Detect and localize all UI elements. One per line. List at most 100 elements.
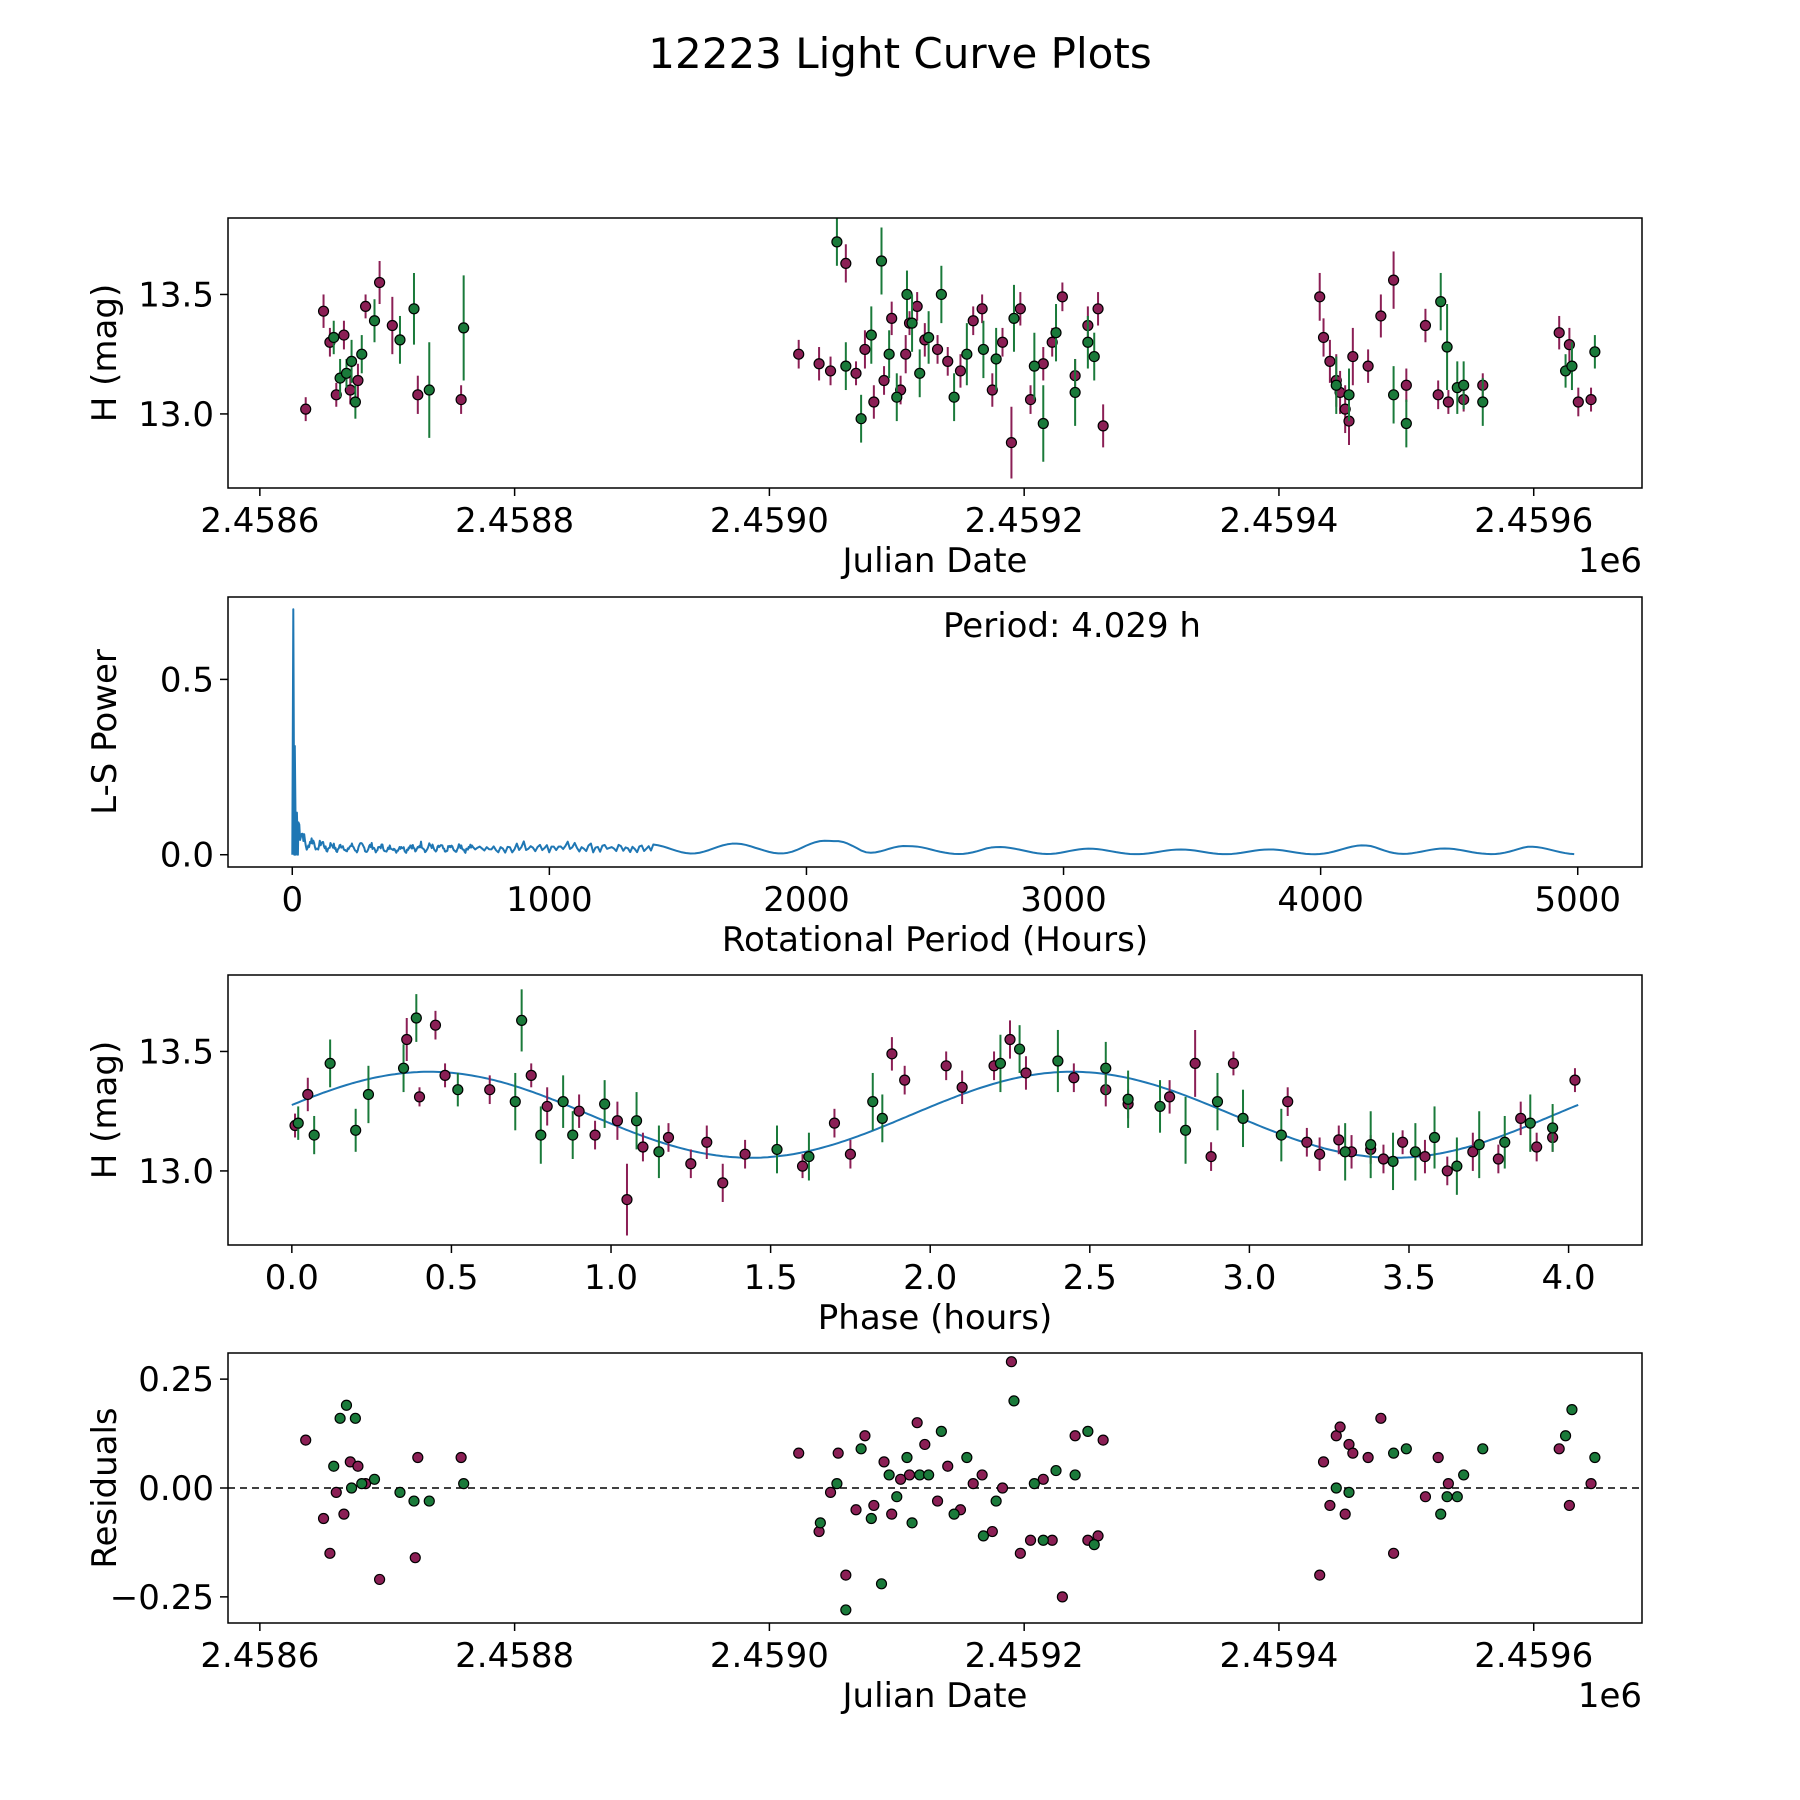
phase_fold-series-filter-B xyxy=(292,989,1559,1195)
data-point xyxy=(1515,1112,1527,1124)
data-point xyxy=(611,1115,624,1127)
data-point xyxy=(1069,1430,1081,1442)
residuals-axes-frame xyxy=(227,1352,1643,1624)
data-point xyxy=(942,355,954,367)
data-point xyxy=(1442,1478,1454,1490)
data-point xyxy=(891,391,903,403)
data-point xyxy=(919,1438,931,1451)
data-point xyxy=(883,348,895,360)
data-point xyxy=(368,1473,381,1485)
data-point xyxy=(330,389,342,401)
data-point xyxy=(977,1530,990,1542)
data-point xyxy=(954,365,967,377)
phase_fold-xtick-label: 1.5 xyxy=(744,1258,798,1298)
data-point xyxy=(931,1495,944,1507)
data-point xyxy=(557,1096,569,1108)
data-point xyxy=(302,1088,314,1101)
residuals-y-axis-label: Residuals xyxy=(85,1407,125,1568)
phase_fold-xtick-label: 0.0 xyxy=(265,1258,319,1298)
data-point xyxy=(439,1069,451,1081)
periodogram-y-axis-label: L-S Power xyxy=(85,649,125,815)
phase_fold-axes-frame xyxy=(227,974,1643,1246)
data-point xyxy=(961,1451,973,1464)
data-point xyxy=(1566,1404,1578,1416)
data-point xyxy=(961,348,973,360)
periodogram-line xyxy=(291,608,1575,856)
data-point xyxy=(967,315,979,327)
residuals-plot-area xyxy=(228,1356,1642,1616)
data-point xyxy=(567,1129,579,1141)
data-point xyxy=(362,1088,375,1101)
data-point xyxy=(1088,350,1100,363)
data-point xyxy=(345,1482,358,1494)
data-point xyxy=(1005,437,1018,449)
data-point xyxy=(1553,327,1565,339)
data-point xyxy=(1400,379,1412,391)
data-point xyxy=(1275,1129,1287,1141)
data-point xyxy=(977,343,990,356)
residuals-xtick-label: 2.4594 xyxy=(1219,1636,1338,1676)
data-point xyxy=(1409,1146,1421,1158)
data-point xyxy=(394,1486,406,1498)
data-point xyxy=(308,1129,320,1141)
data-point xyxy=(900,348,912,360)
data-point xyxy=(340,1399,353,1411)
data-point xyxy=(1524,1117,1536,1129)
data-point xyxy=(828,1117,841,1129)
data-point xyxy=(886,1508,898,1520)
data-point xyxy=(1056,291,1068,303)
data-point xyxy=(662,1131,675,1144)
data-point xyxy=(1347,350,1359,363)
data-point xyxy=(1553,1443,1565,1455)
phase_fold-xtick-label: 2.5 xyxy=(1063,1258,1117,1298)
data-point xyxy=(324,1547,336,1559)
period-annotation: Period: 4.029 h xyxy=(943,606,1201,646)
data-point xyxy=(458,1478,470,1490)
residuals-ytick-label: 0.25 xyxy=(138,1360,214,1400)
data-point xyxy=(906,1517,918,1529)
data-point xyxy=(831,236,843,248)
phase_fold-xtick-label: 2.0 xyxy=(903,1258,957,1298)
data-point xyxy=(1387,1547,1400,1559)
data-point xyxy=(840,360,852,372)
data-point xyxy=(771,1143,783,1156)
data-point xyxy=(1164,1091,1176,1103)
data-point xyxy=(408,303,420,315)
data-point xyxy=(1330,1482,1342,1494)
data-point xyxy=(899,1074,911,1086)
data-point xyxy=(1082,336,1094,348)
data-point xyxy=(796,1160,809,1172)
data-point xyxy=(850,367,862,379)
data-point xyxy=(948,391,960,403)
residuals-x-offset-label: 1e6 xyxy=(1578,1676,1642,1716)
data-point xyxy=(1362,360,1374,372)
data-point xyxy=(1046,336,1058,348)
fit-curve xyxy=(291,1070,1579,1159)
data-point xyxy=(855,1443,867,1455)
light_curve-x-offset-label: 1e6 xyxy=(1578,541,1642,581)
data-point xyxy=(1037,417,1049,430)
phase_fold-plot-area xyxy=(289,989,1581,1236)
data-point xyxy=(967,1478,979,1490)
data-point xyxy=(986,1525,998,1538)
data-point xyxy=(891,1491,903,1503)
data-point xyxy=(1301,1136,1313,1148)
data-point xyxy=(300,1434,312,1446)
data-point xyxy=(906,317,918,329)
phase_fold-xtick-label: 3.5 xyxy=(1382,1258,1436,1298)
data-point xyxy=(859,1430,871,1442)
data-point xyxy=(1435,1508,1447,1520)
data-point xyxy=(338,329,350,341)
data-point xyxy=(1028,1478,1040,1490)
data-point xyxy=(1122,1093,1134,1105)
data-point xyxy=(1282,1096,1294,1108)
figure-title: 12223 Light Curve Plots xyxy=(648,29,1151,78)
data-point xyxy=(413,1091,426,1103)
data-point xyxy=(1339,1146,1351,1158)
data-point xyxy=(990,1495,1002,1507)
residuals-series-filter-B xyxy=(328,1395,1601,1616)
data-point xyxy=(401,1033,413,1046)
data-point xyxy=(1037,1473,1049,1485)
data-point xyxy=(1339,1508,1351,1520)
data-point xyxy=(1211,1096,1224,1108)
